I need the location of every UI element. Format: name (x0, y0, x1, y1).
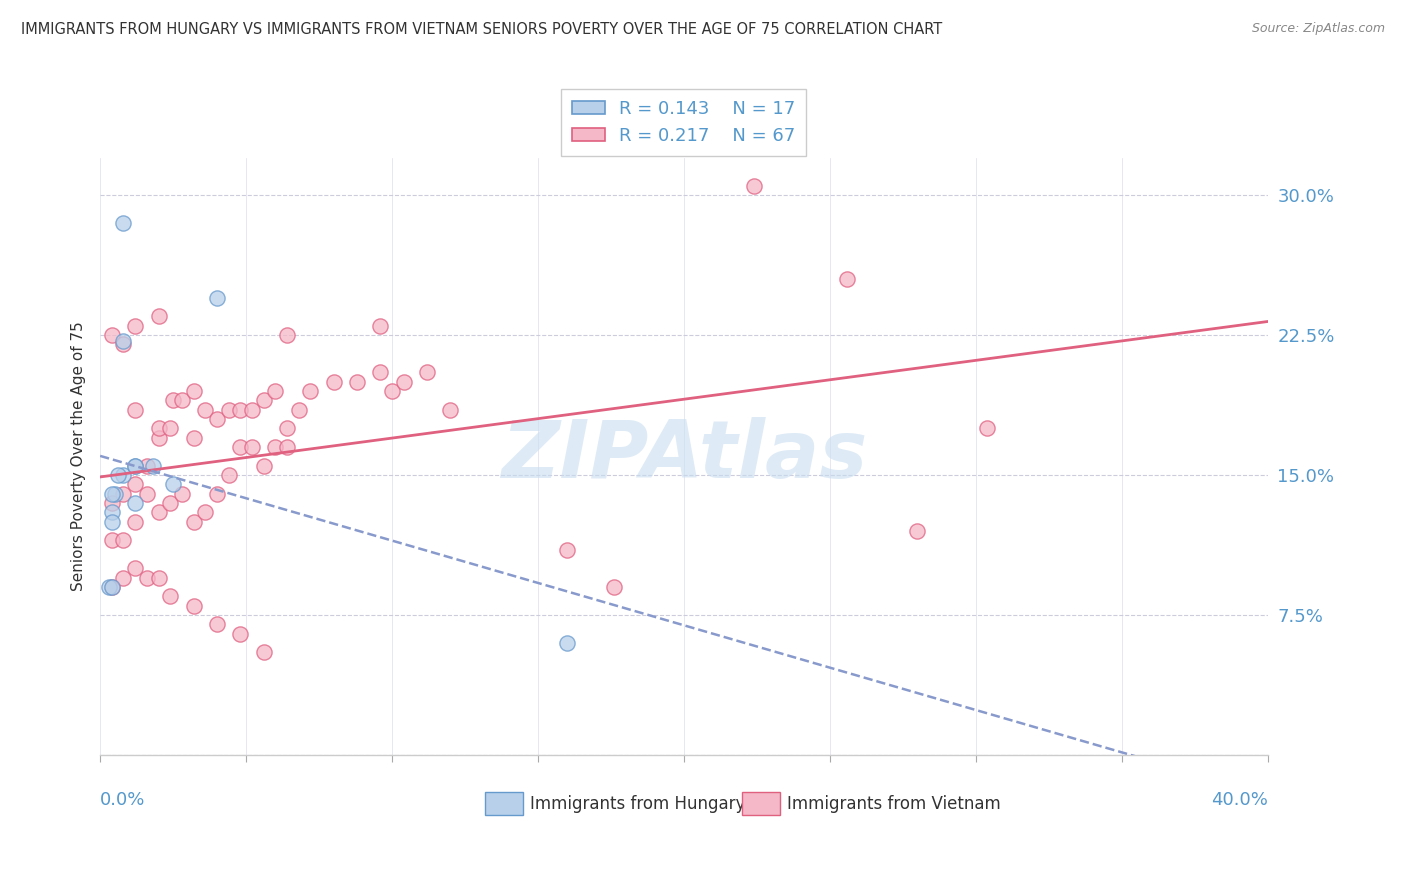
Text: Immigrants from Hungary: Immigrants from Hungary (530, 795, 745, 813)
Point (439, 402, 461, 417)
Point (124, 496, 146, 510)
Point (112, 570, 135, 584)
Point (124, 561, 146, 575)
Point (124, 402, 146, 417)
Point (112, 337, 135, 351)
Point (135, 486, 157, 500)
Point (183, 384, 205, 398)
Point (742, 178, 765, 193)
Point (101, 580, 124, 594)
Point (370, 318, 392, 333)
Text: Source: ZipAtlas.com: Source: ZipAtlas.com (1251, 22, 1385, 36)
Y-axis label: Seniors Poverty Over the Age of 75: Seniors Poverty Over the Age of 75 (72, 321, 86, 591)
Point (148, 310, 170, 324)
Legend: R = 0.143    N = 17, R = 0.217    N = 67: R = 0.143 N = 17, R = 0.217 N = 67 (561, 89, 806, 156)
Point (135, 570, 157, 584)
Point (194, 505, 217, 519)
Point (162, 393, 184, 408)
Point (101, 515, 124, 529)
Point (124, 477, 146, 491)
Point (124, 515, 146, 529)
Text: Immigrants from Vietnam: Immigrants from Vietnam (786, 795, 1001, 813)
Point (112, 486, 135, 500)
Point (240, 440, 263, 454)
Point (107, 467, 129, 482)
Point (159, 589, 181, 603)
Point (905, 524, 928, 538)
Point (229, 402, 252, 417)
Point (555, 542, 578, 557)
Point (276, 328, 298, 343)
Point (603, 580, 626, 594)
Point (97, 580, 120, 594)
Point (101, 496, 124, 510)
Point (555, 636, 578, 650)
Point (142, 458, 165, 473)
Point (264, 440, 287, 454)
Point (170, 393, 193, 408)
Point (276, 421, 298, 435)
Point (346, 375, 368, 389)
Point (370, 365, 392, 379)
Point (205, 486, 228, 500)
Text: 40.0%: 40.0% (1211, 790, 1268, 809)
Point (112, 467, 135, 482)
Point (218, 402, 240, 417)
Point (159, 421, 181, 435)
Point (252, 645, 274, 659)
Point (101, 580, 124, 594)
Point (135, 458, 157, 473)
Point (322, 375, 344, 389)
Point (276, 440, 298, 454)
Point (124, 318, 146, 333)
Point (112, 533, 135, 548)
Point (183, 515, 205, 529)
Point (205, 291, 228, 305)
Point (159, 496, 181, 510)
Point (392, 375, 415, 389)
Point (416, 365, 439, 379)
Point (252, 393, 274, 408)
Point (124, 458, 146, 473)
Point (112, 334, 135, 348)
Point (183, 431, 205, 445)
Point (101, 533, 124, 548)
Text: ZIPAtlas: ZIPAtlas (501, 417, 868, 495)
Point (194, 402, 217, 417)
Point (104, 486, 127, 500)
FancyBboxPatch shape (485, 792, 523, 814)
Point (229, 440, 252, 454)
FancyBboxPatch shape (742, 792, 780, 814)
Point (229, 626, 252, 640)
Point (264, 384, 287, 398)
Point (252, 458, 274, 473)
Point (148, 421, 170, 435)
Point (240, 402, 263, 417)
Text: 0.0%: 0.0% (100, 790, 145, 809)
Point (148, 505, 170, 519)
Point (976, 421, 998, 435)
Point (148, 570, 170, 584)
Point (205, 412, 228, 426)
Text: IMMIGRANTS FROM HUNGARY VS IMMIGRANTS FROM VIETNAM SENIORS POVERTY OVER THE AGE : IMMIGRANTS FROM HUNGARY VS IMMIGRANTS FR… (21, 22, 942, 37)
Point (124, 458, 146, 473)
Point (287, 402, 309, 417)
Point (101, 486, 124, 500)
Point (101, 505, 124, 519)
Point (183, 599, 205, 613)
Point (218, 467, 240, 482)
Point (381, 384, 404, 398)
Point (205, 617, 228, 632)
Point (837, 272, 859, 286)
Point (101, 328, 124, 343)
Point (148, 431, 170, 445)
Point (299, 384, 322, 398)
Point (162, 477, 184, 491)
Point (112, 216, 135, 230)
Point (170, 486, 193, 500)
